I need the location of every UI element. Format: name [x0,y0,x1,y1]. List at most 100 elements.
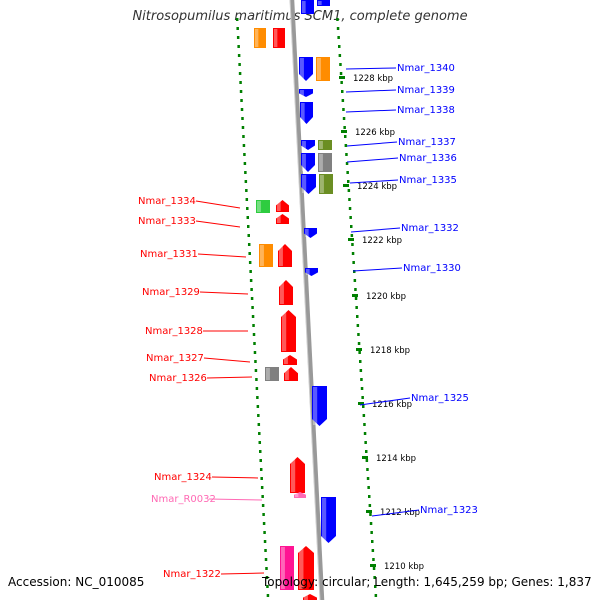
minus-gene-shade [274,29,278,47]
scale-tick [341,130,347,133]
left-track-guide [265,567,268,570]
left-track-guide [261,495,264,498]
left-track-guide [243,162,247,165]
right-track-guide [341,90,344,93]
right-track-guide [353,270,356,273]
plus-gene-shade [300,90,304,96]
minus-gene-shade [277,215,281,223]
right-track-guide [347,180,350,183]
plus-gene-shade [318,1,322,5]
gene-label-right: Nmar_1325 [411,393,469,404]
plus-gene [299,89,313,97]
scale-label: 1226 kbp [355,128,395,138]
gene-label-right: Nmar_1339 [397,85,455,96]
right-track-guide [356,324,360,327]
right-track-guide [364,441,367,444]
genome-backbone [289,0,325,600]
right-track-guide [355,306,358,309]
left-track-guide [263,540,267,543]
gene-leader-line [345,109,397,113]
orange-cog-box-shade [317,58,321,80]
left-track-guide [242,144,246,147]
right-track-guide [336,18,339,21]
scale-tick [356,348,362,351]
right-track-guide [348,207,352,210]
plus-gene-shade [302,154,306,171]
scale-label: 1210 kbp [384,562,424,572]
scale-tick [343,184,349,187]
scale-label: 1228 kbp [353,74,393,84]
left-track-guide [237,54,241,57]
gene-leader-line [352,267,403,272]
scale-tick [366,510,372,513]
right-track-guide [371,549,375,552]
gene-label-right: Nmar_1330 [403,263,461,274]
scale-label: 1218 kbp [370,346,410,356]
left-track-guide [259,459,262,462]
left-track-guide [251,315,255,318]
right-track-guide [339,63,342,66]
orange-cog-box-shade [260,245,264,266]
gene-label-left: Nmar_1324 [154,472,212,483]
left-track-guide [257,423,261,426]
left-track-guide [253,351,257,354]
minus-gene-shade [299,547,304,589]
scale-tick [352,294,358,297]
right-track-guide [343,126,346,129]
scale-tick [348,238,354,241]
rna-gene-shade [295,493,299,497]
left-track-guide [265,576,269,579]
left-track-guide [255,378,258,381]
right-track-guide [352,261,355,264]
genome-backbone-highlight [289,0,321,600]
minus-gene [281,310,296,352]
right-track-guide [348,198,351,201]
olive-cog-box [319,174,333,194]
plus-gene [301,174,316,194]
left-track-guide [241,126,245,129]
left-track-guide [247,234,250,237]
minus-gene [273,28,285,48]
left-track-guide [256,396,259,399]
plus-gene-shade [313,387,318,425]
gene-label-right: Nmar_1336 [399,153,457,164]
gene-label-left: Nmar_1331 [140,249,198,260]
left-track-guide [240,108,244,111]
right-track-guide [368,504,372,507]
plus-gene-shade [302,141,306,149]
accession-label: Accession: NC_010085 [8,575,145,589]
left-track-guide [252,333,256,336]
scale-label: 1216 kbp [372,400,412,410]
minus-gene-shade [279,245,283,266]
minus-gene-shade [304,595,308,600]
olive-cog-box-shade [319,141,323,149]
minus-gene [284,367,298,381]
plus-gene [299,57,313,81]
plus-gene [305,268,318,276]
right-track-guide [372,567,376,570]
gray-cog-box-shade [266,368,270,380]
minus-gene [290,457,305,493]
minus-gene [298,546,314,590]
right-track-guide [365,459,369,462]
page-title: Nitrosopumilus maritimus SCM1, complete … [132,9,468,24]
right-track-guide [345,153,348,156]
right-track-guide [339,72,343,75]
plus-gene-shade [300,58,304,80]
genome-summary: Topology: circular; Length: 1,645,259 bp… [262,575,592,589]
gene-label-right: Nmar_1340 [397,63,455,74]
olive-cog-box [318,140,332,150]
right-track-guide [368,495,371,498]
gene-label-left: Nmar_1328 [145,326,203,337]
left-track-guide [235,18,239,21]
right-track-guide [338,54,342,57]
right-track-guide [350,234,354,237]
scale-label: 1222 kbp [362,236,402,246]
gene-leader-line [211,476,259,479]
scale-tick [362,456,368,459]
right-track-guide [369,513,372,516]
pink-cog-box [280,546,294,590]
right-track-guide [344,144,348,147]
right-track-guide [345,162,349,165]
